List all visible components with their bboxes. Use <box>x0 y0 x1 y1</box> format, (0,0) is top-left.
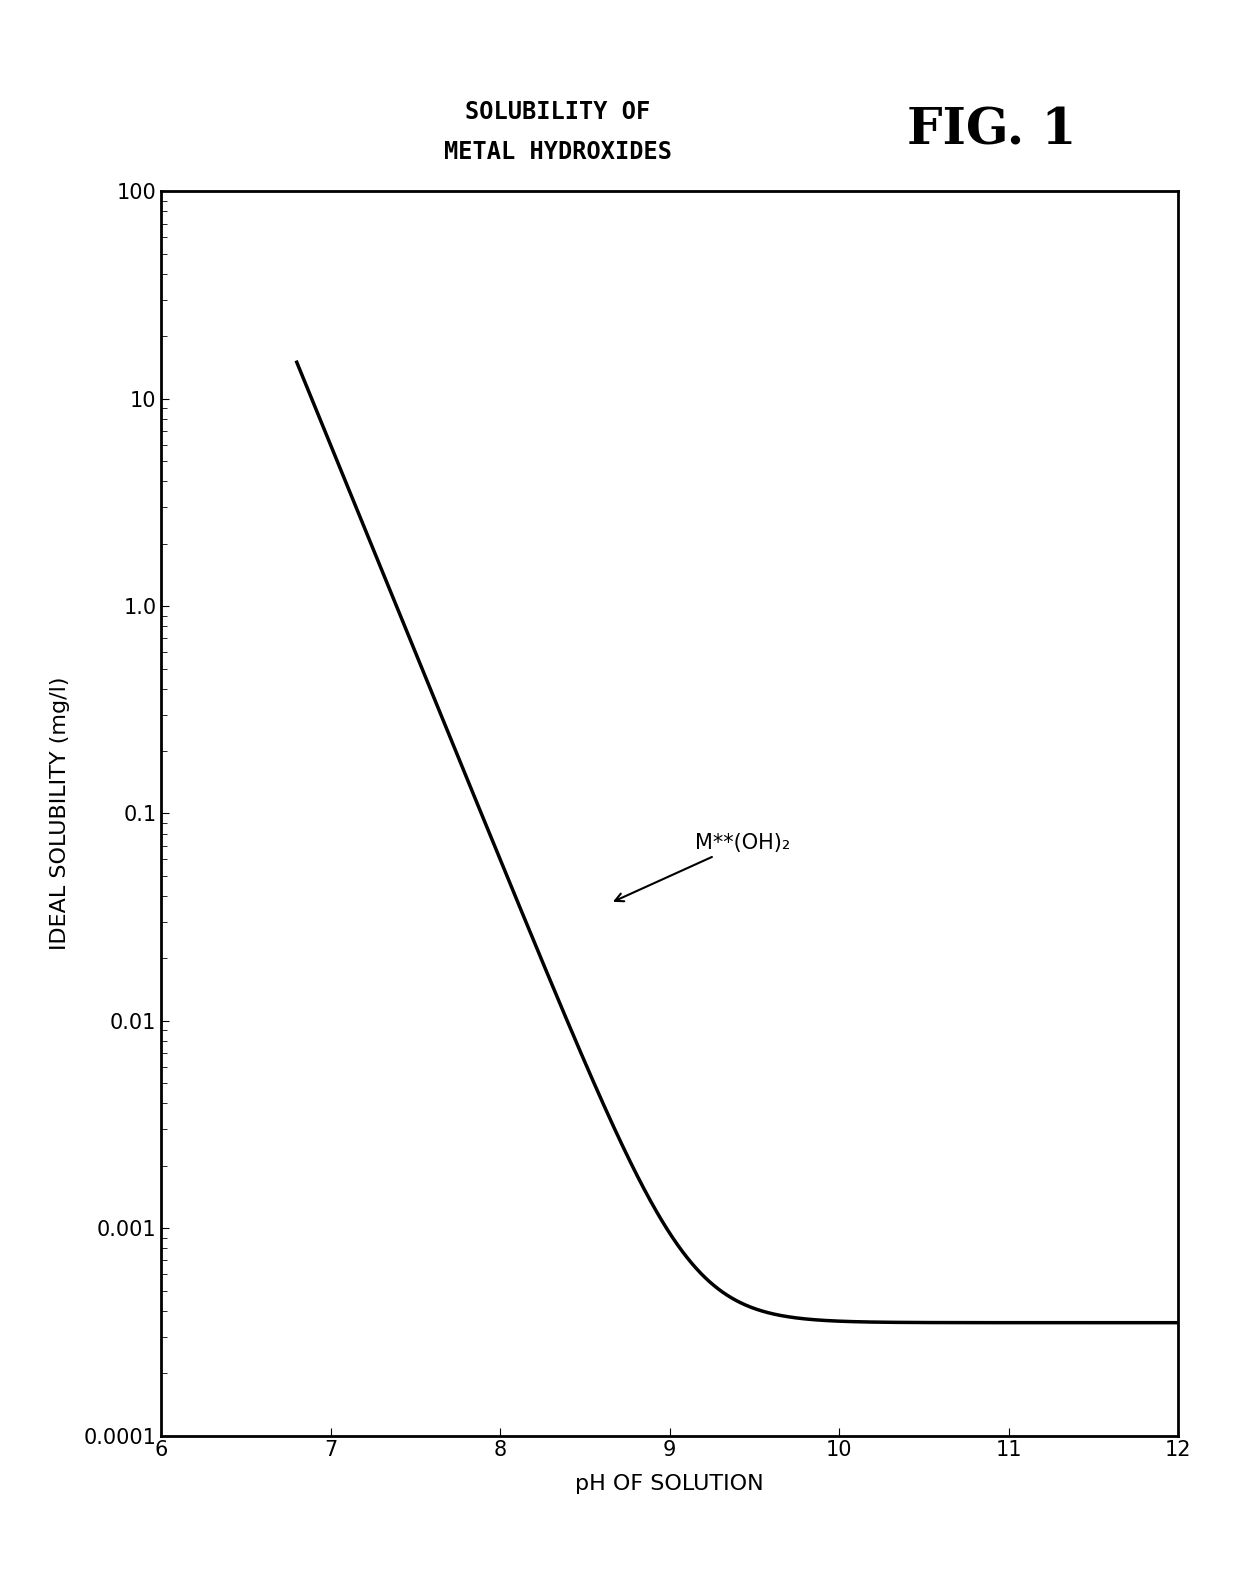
Text: SOLUBILITY OF: SOLUBILITY OF <box>465 99 651 124</box>
Text: M**(OH)₂: M**(OH)₂ <box>615 833 790 901</box>
Text: FIG. 1: FIG. 1 <box>908 107 1076 155</box>
Text: METAL HYDROXIDES: METAL HYDROXIDES <box>444 139 672 164</box>
Y-axis label: IDEAL SOLUBILITY (mg/l): IDEAL SOLUBILITY (mg/l) <box>50 676 69 951</box>
X-axis label: pH OF SOLUTION: pH OF SOLUTION <box>575 1474 764 1495</box>
